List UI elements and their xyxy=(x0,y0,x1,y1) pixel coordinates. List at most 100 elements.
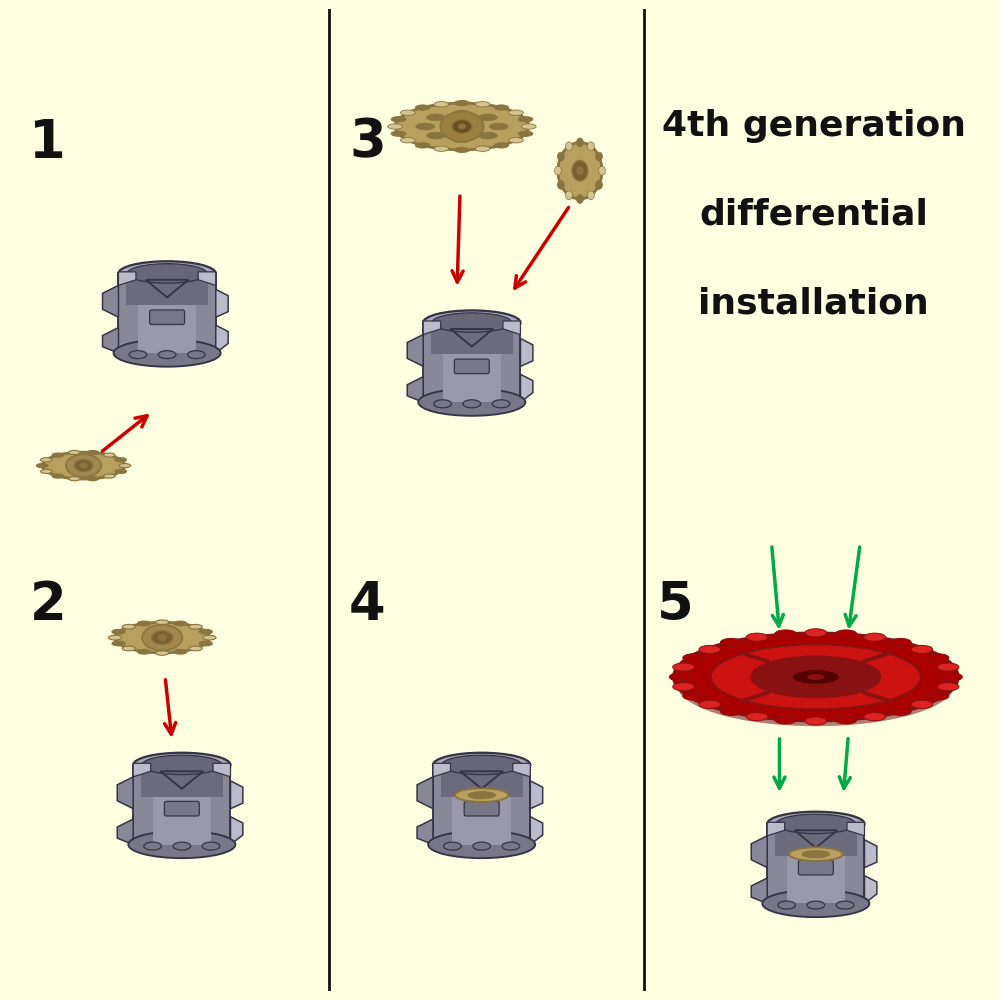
Ellipse shape xyxy=(122,624,135,629)
Ellipse shape xyxy=(391,131,406,136)
Ellipse shape xyxy=(427,114,445,121)
Polygon shape xyxy=(864,876,877,903)
FancyBboxPatch shape xyxy=(141,769,223,797)
Ellipse shape xyxy=(927,692,949,700)
Ellipse shape xyxy=(41,458,52,462)
Ellipse shape xyxy=(104,453,115,457)
Ellipse shape xyxy=(596,152,602,161)
Ellipse shape xyxy=(415,143,430,148)
Text: installation: installation xyxy=(698,286,929,320)
Ellipse shape xyxy=(453,110,471,117)
Ellipse shape xyxy=(391,117,406,122)
Ellipse shape xyxy=(927,654,949,662)
Ellipse shape xyxy=(115,458,127,462)
Ellipse shape xyxy=(433,753,530,777)
Ellipse shape xyxy=(52,453,64,457)
Polygon shape xyxy=(117,777,133,809)
Ellipse shape xyxy=(444,842,461,850)
Ellipse shape xyxy=(115,469,127,473)
FancyBboxPatch shape xyxy=(118,273,216,353)
Ellipse shape xyxy=(805,629,827,637)
Polygon shape xyxy=(530,781,543,809)
Ellipse shape xyxy=(509,138,523,143)
Ellipse shape xyxy=(711,644,921,709)
Ellipse shape xyxy=(475,146,490,151)
Polygon shape xyxy=(230,817,243,845)
Ellipse shape xyxy=(587,191,594,200)
Ellipse shape xyxy=(174,621,187,626)
Polygon shape xyxy=(230,781,243,809)
FancyBboxPatch shape xyxy=(150,310,185,324)
Polygon shape xyxy=(433,763,451,777)
Ellipse shape xyxy=(836,901,854,909)
Ellipse shape xyxy=(42,452,125,479)
FancyBboxPatch shape xyxy=(164,801,199,816)
Ellipse shape xyxy=(720,638,742,647)
Polygon shape xyxy=(751,836,767,868)
Ellipse shape xyxy=(442,755,522,775)
Ellipse shape xyxy=(104,474,115,478)
Polygon shape xyxy=(520,374,533,402)
Ellipse shape xyxy=(558,142,602,199)
Ellipse shape xyxy=(677,642,955,726)
Ellipse shape xyxy=(776,814,856,834)
Ellipse shape xyxy=(778,901,795,909)
Ellipse shape xyxy=(479,132,497,139)
Polygon shape xyxy=(513,763,530,777)
Polygon shape xyxy=(198,272,216,285)
FancyBboxPatch shape xyxy=(787,824,845,903)
Ellipse shape xyxy=(156,620,169,625)
Ellipse shape xyxy=(189,624,202,629)
Ellipse shape xyxy=(452,119,472,134)
Ellipse shape xyxy=(69,450,80,455)
Polygon shape xyxy=(407,377,423,402)
Ellipse shape xyxy=(112,641,125,646)
Ellipse shape xyxy=(587,142,594,151)
Ellipse shape xyxy=(673,663,694,671)
Ellipse shape xyxy=(453,136,471,143)
Ellipse shape xyxy=(128,831,235,858)
Ellipse shape xyxy=(158,351,176,359)
Ellipse shape xyxy=(489,123,508,130)
Ellipse shape xyxy=(775,630,797,638)
FancyBboxPatch shape xyxy=(464,801,499,816)
Ellipse shape xyxy=(494,105,509,110)
Ellipse shape xyxy=(173,842,191,850)
Ellipse shape xyxy=(112,629,125,634)
Ellipse shape xyxy=(66,454,101,477)
Polygon shape xyxy=(520,339,533,366)
Ellipse shape xyxy=(598,166,605,175)
Ellipse shape xyxy=(577,167,583,175)
Ellipse shape xyxy=(455,100,469,106)
FancyBboxPatch shape xyxy=(767,824,864,903)
Ellipse shape xyxy=(767,812,864,836)
FancyBboxPatch shape xyxy=(443,323,501,402)
Ellipse shape xyxy=(565,142,572,151)
Ellipse shape xyxy=(138,649,151,654)
FancyBboxPatch shape xyxy=(153,765,211,845)
Ellipse shape xyxy=(576,138,583,147)
Ellipse shape xyxy=(119,464,131,468)
Text: 3: 3 xyxy=(349,117,386,169)
Ellipse shape xyxy=(127,264,207,283)
Ellipse shape xyxy=(683,692,704,700)
FancyBboxPatch shape xyxy=(433,765,530,845)
Ellipse shape xyxy=(502,842,520,850)
Ellipse shape xyxy=(669,673,691,681)
Ellipse shape xyxy=(509,110,523,115)
Ellipse shape xyxy=(401,110,415,115)
Ellipse shape xyxy=(720,707,742,715)
Polygon shape xyxy=(133,763,151,777)
Ellipse shape xyxy=(576,195,583,203)
Ellipse shape xyxy=(129,351,147,359)
Ellipse shape xyxy=(423,310,520,335)
FancyBboxPatch shape xyxy=(452,765,511,845)
Ellipse shape xyxy=(80,463,87,468)
Ellipse shape xyxy=(807,901,825,909)
FancyBboxPatch shape xyxy=(431,327,513,354)
Ellipse shape xyxy=(808,674,824,680)
Ellipse shape xyxy=(152,631,173,644)
Ellipse shape xyxy=(494,143,509,148)
Polygon shape xyxy=(864,840,877,868)
Ellipse shape xyxy=(802,851,829,858)
